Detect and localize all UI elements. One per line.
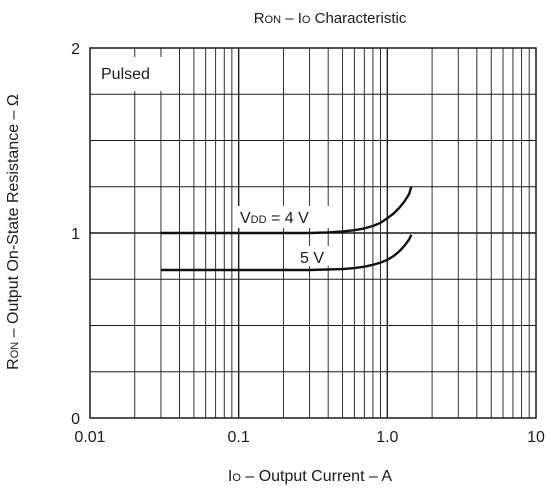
title-sub-o: O [302, 14, 311, 26]
y-tick-label: 2 [71, 41, 80, 58]
ylabel-r: R [5, 358, 22, 370]
series-0-label: VDD = 4 V [240, 210, 309, 227]
x-tick-label: 1.0 [376, 429, 398, 446]
title-r: R [254, 10, 265, 27]
title-sub-on: ON [265, 14, 282, 26]
series-0-line [160, 186, 413, 235]
series-layer [160, 186, 413, 272]
grid-lines [90, 48, 536, 418]
tick-labels: 0.01 0.1 1.0 10 0 1 2 [71, 41, 545, 446]
series-0-label-bg [236, 206, 334, 228]
y-tick-label: 1 [71, 226, 80, 243]
series-1-label: 5 V [300, 250, 324, 267]
pulsed-box [92, 57, 175, 91]
x-tick-label: 0.1 [228, 429, 250, 446]
y-axis-label: RON – Output On-State Resistance – Ω [5, 94, 22, 370]
xlabel-sub: O [232, 472, 241, 484]
plot-frame [89, 47, 537, 419]
ylabel-rest: – Output On-State Resistance – Ω [5, 94, 22, 342]
title-mid: – I [281, 10, 302, 27]
ylabel-sub: ON [9, 342, 21, 359]
title-rest: Characteristic [310, 10, 406, 27]
series-0-label-rest: = 4 V [267, 210, 310, 227]
series-0-label-v: V [240, 210, 251, 227]
series-1-label-bg [298, 246, 332, 266]
pulsed-annotation: Pulsed [101, 66, 150, 83]
series-0-label-sub: DD [251, 214, 267, 226]
x-axis-label: IO – Output Current – A [228, 468, 393, 485]
y-tick-label: 0 [71, 411, 80, 428]
x-tick-label: 0.01 [74, 429, 105, 446]
x-tick-label: 10 [527, 429, 545, 446]
xlabel-rest: – Output Current – A [241, 468, 393, 485]
xlabel-i: I [228, 468, 232, 485]
series-1-line [160, 234, 413, 272]
chart-title: RON – IO Characteristic [254, 10, 407, 27]
